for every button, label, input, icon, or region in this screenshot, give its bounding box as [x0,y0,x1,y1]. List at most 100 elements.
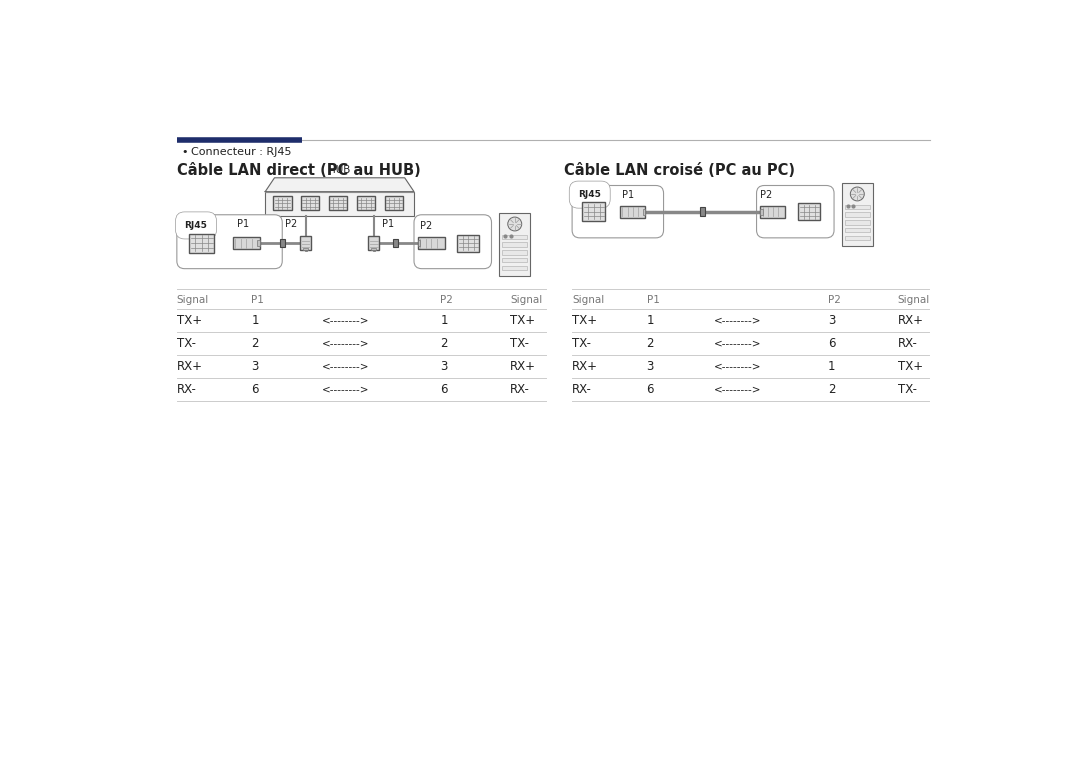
Text: 6: 6 [252,383,259,396]
Bar [643,208,645,214]
Bar [502,235,527,240]
Text: TX-: TX- [572,336,591,350]
Bar [232,237,260,250]
FancyBboxPatch shape [572,185,663,238]
Text: 2: 2 [828,383,835,396]
Text: <-------->: <--------> [714,315,761,325]
Text: 6: 6 [647,383,654,396]
Text: 1: 1 [828,360,835,373]
Text: 3: 3 [252,360,258,373]
Text: P1: P1 [622,190,635,200]
Bar [302,248,308,250]
Text: P2: P2 [285,219,298,229]
Text: 1: 1 [441,314,448,327]
Text: 6: 6 [441,383,448,396]
Text: Signal: Signal [572,295,605,305]
Bar [372,248,377,250]
Text: RJ45: RJ45 [578,190,602,199]
Bar [582,202,606,221]
Text: TX+: TX+ [572,314,597,327]
Text: HUB: HUB [328,165,351,175]
Text: P2: P2 [760,190,772,200]
Bar [328,196,348,210]
Bar [281,240,285,247]
Bar [266,192,414,215]
Bar [384,196,403,210]
Text: TX-: TX- [177,336,195,350]
Bar [798,203,820,221]
Bar [841,183,873,246]
Polygon shape [266,178,414,192]
Text: Câble LAN croisé (PC au PC): Câble LAN croisé (PC au PC) [565,163,795,179]
Bar [418,237,445,250]
Bar [760,208,762,214]
Bar [845,212,869,217]
Bar [845,228,869,233]
Bar [458,235,480,252]
Text: RX-: RX- [510,383,530,396]
Bar [356,196,375,210]
Bar [257,240,260,246]
Text: <-------->: <--------> [322,338,369,349]
Text: 2: 2 [252,336,259,350]
Text: RJ45: RJ45 [185,221,207,230]
Text: TX+: TX+ [177,314,202,327]
Bar [368,237,379,250]
Text: <-------->: <--------> [322,385,369,394]
Text: P2: P2 [441,295,454,305]
Text: 1: 1 [647,314,654,327]
Bar [418,240,420,246]
Text: 2: 2 [441,336,448,350]
Text: RX+: RX+ [510,360,536,373]
Text: TX+: TX+ [510,314,536,327]
Bar [189,233,214,253]
Text: <-------->: <--------> [322,362,369,372]
FancyBboxPatch shape [177,214,282,269]
Text: <-------->: <--------> [714,338,761,349]
Text: 1: 1 [252,314,259,327]
Bar [845,204,869,209]
Text: 3: 3 [828,314,835,327]
Text: RX+: RX+ [177,360,203,373]
Text: <-------->: <--------> [714,362,761,372]
Bar [393,240,399,247]
Text: <-------->: <--------> [714,385,761,394]
Text: Signal: Signal [510,295,542,305]
Bar [845,221,869,225]
Bar [502,258,527,262]
Bar [502,250,527,255]
Text: P1: P1 [237,220,248,230]
Text: RX-: RX- [177,383,197,396]
Text: P2: P2 [828,295,840,305]
Bar [700,207,705,216]
Text: P1: P1 [252,295,265,305]
Circle shape [850,187,864,201]
Text: TX-: TX- [897,383,917,396]
Text: Câble LAN direct (PC au HUB): Câble LAN direct (PC au HUB) [177,163,420,179]
Text: TX+: TX+ [897,360,922,373]
Text: 2: 2 [647,336,654,350]
Bar [300,237,311,250]
Bar [502,243,527,247]
Bar [502,266,527,270]
Text: RX-: RX- [897,336,918,350]
Bar [499,213,530,276]
Text: RX+: RX+ [572,360,598,373]
Text: 3: 3 [441,360,448,373]
Text: P1: P1 [381,219,394,229]
Text: RX-: RX- [572,383,592,396]
Circle shape [508,217,522,231]
Text: Connecteur : RJ45: Connecteur : RJ45 [191,147,292,157]
Text: TX-: TX- [510,336,529,350]
Text: P2: P2 [420,221,432,231]
Text: 6: 6 [828,336,835,350]
Text: •: • [181,147,188,157]
Bar [845,236,869,240]
Text: 3: 3 [647,360,653,373]
Text: <-------->: <--------> [322,315,369,325]
Bar [620,205,645,218]
Text: RX+: RX+ [897,314,923,327]
Text: P1: P1 [647,295,660,305]
Text: Signal: Signal [897,295,930,305]
Bar [760,205,785,218]
